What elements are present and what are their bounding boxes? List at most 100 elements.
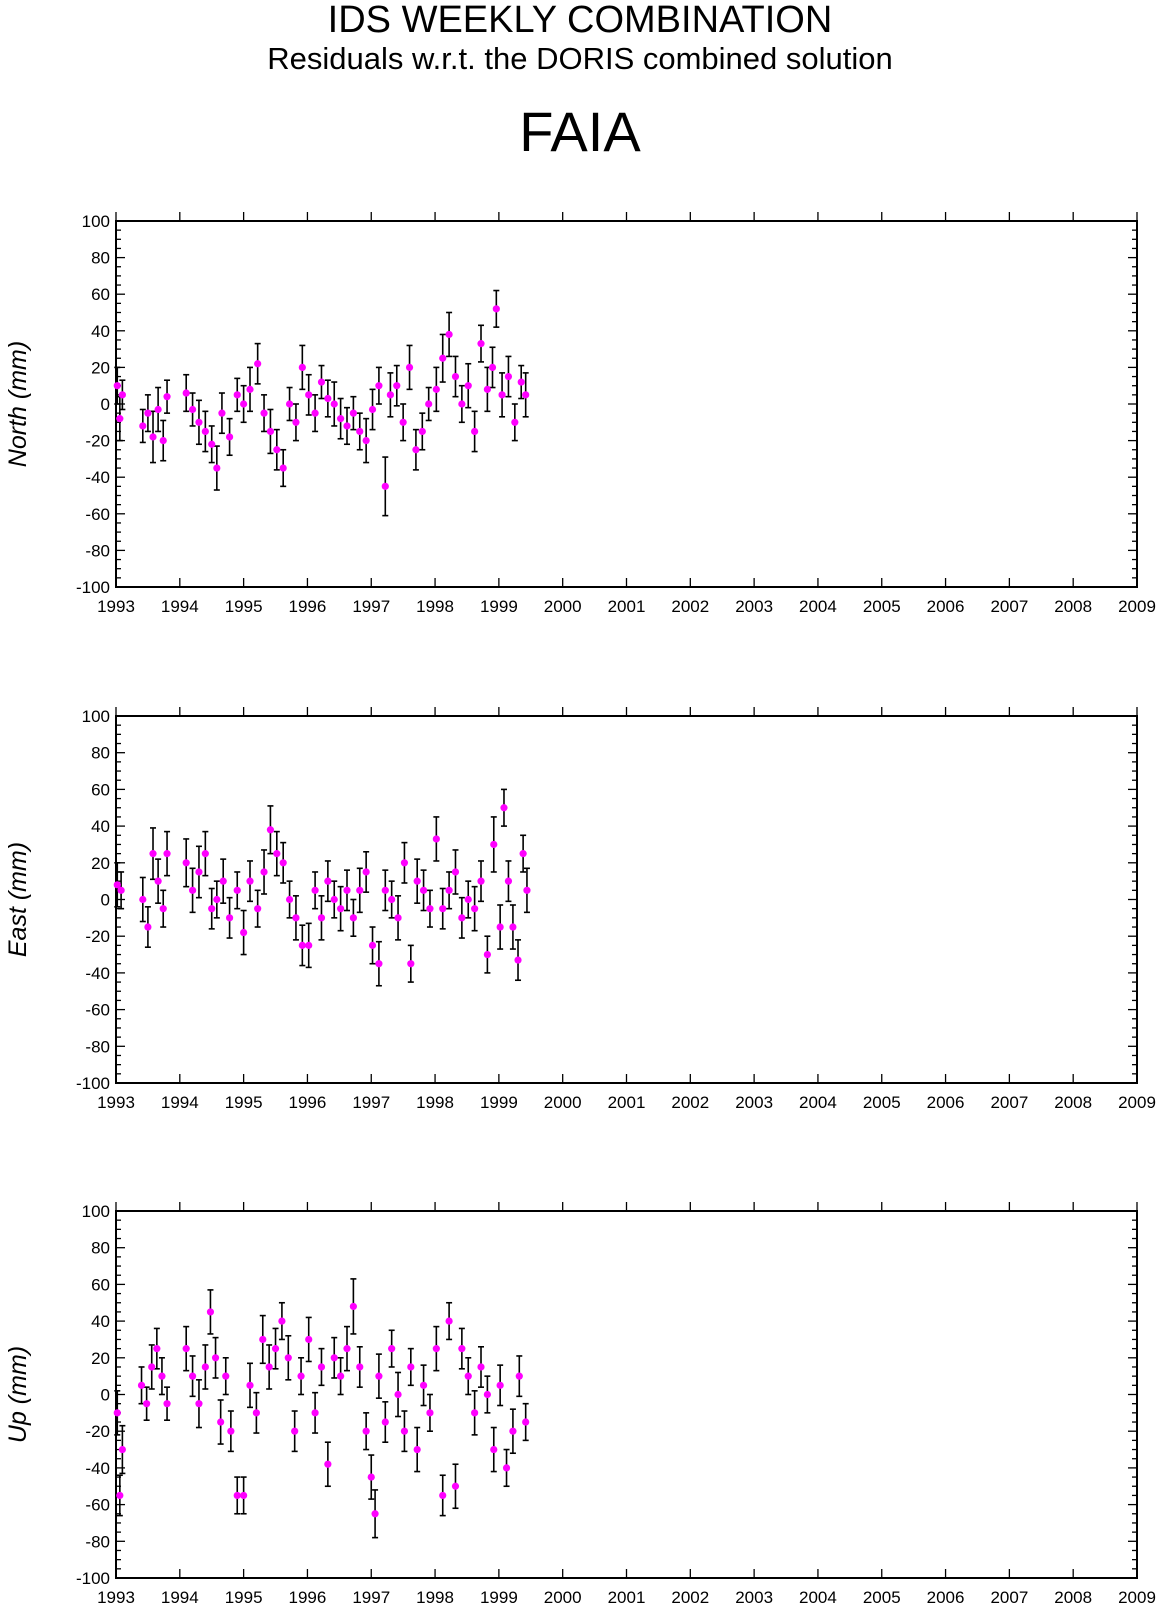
data-point xyxy=(458,400,466,408)
y-tick-label: -100 xyxy=(76,1569,110,1588)
x-tick-label: 1997 xyxy=(352,1588,390,1607)
data-point xyxy=(225,433,234,441)
data-point xyxy=(488,363,497,371)
data-point xyxy=(492,305,500,313)
y-tick-label: 40 xyxy=(91,322,110,341)
y-tick-label: 100 xyxy=(82,212,110,231)
data-point xyxy=(509,1427,517,1435)
data-point xyxy=(213,464,221,472)
x-tick-label: 2007 xyxy=(990,597,1028,616)
y-tick-label: -80 xyxy=(85,1532,110,1551)
data-point xyxy=(219,877,227,885)
data-point xyxy=(311,1409,319,1417)
y-tick-label: -60 xyxy=(85,505,110,524)
x-tick-label: 2004 xyxy=(799,1093,837,1112)
data-point xyxy=(405,363,414,371)
x-tick-label: 1999 xyxy=(480,1093,518,1112)
data-point xyxy=(425,400,433,408)
x-tick-label: 2002 xyxy=(671,1588,709,1607)
data-point xyxy=(118,1445,126,1454)
data-point xyxy=(419,1381,428,1389)
data-point xyxy=(483,950,491,959)
data-point xyxy=(464,382,472,390)
data-point xyxy=(225,914,234,922)
data-point xyxy=(477,340,485,348)
data-point xyxy=(285,895,294,904)
data-point xyxy=(195,418,203,426)
x-tick-label: 2008 xyxy=(1054,1093,1092,1112)
data-point xyxy=(211,1354,220,1362)
data-point xyxy=(266,826,275,834)
data-point xyxy=(317,914,326,922)
data-point xyxy=(375,1372,383,1380)
data-point xyxy=(368,405,377,414)
data-point xyxy=(500,804,508,812)
data-point xyxy=(149,433,157,441)
data-point xyxy=(240,1491,248,1500)
x-tick-label: 1998 xyxy=(416,597,454,616)
data-point xyxy=(271,1345,280,1353)
y-tick-label: 40 xyxy=(91,817,110,836)
y-tick-label: -80 xyxy=(85,541,110,560)
data-point xyxy=(117,886,125,894)
x-tick-label: 2002 xyxy=(671,597,709,616)
y-tick-label: -100 xyxy=(76,1074,110,1093)
data-point xyxy=(218,409,226,417)
x-tick-label: 2004 xyxy=(799,1588,837,1607)
data-point xyxy=(362,1427,370,1435)
data-point xyxy=(432,385,440,393)
x-tick-label: 2007 xyxy=(990,1093,1028,1112)
data-point xyxy=(324,1460,332,1468)
data-point xyxy=(227,1427,235,1435)
data-point xyxy=(158,1372,166,1380)
data-point xyxy=(471,1409,479,1417)
y-tick-label: -20 xyxy=(85,927,110,946)
data-point xyxy=(413,1445,421,1454)
x-tick-label: 2003 xyxy=(735,597,773,616)
data-point xyxy=(413,877,421,885)
data-point xyxy=(113,1409,121,1417)
data-point xyxy=(113,382,121,390)
data-point xyxy=(240,400,248,408)
data-point xyxy=(483,385,491,393)
data-point xyxy=(298,363,306,371)
x-tick-label: 2005 xyxy=(863,597,901,616)
data-point xyxy=(496,923,504,931)
x-tick-label: 2006 xyxy=(927,1588,965,1607)
x-tick-label: 2000 xyxy=(544,1588,582,1607)
y-tick-label: -40 xyxy=(85,468,110,487)
data-point xyxy=(201,1363,209,1371)
data-point xyxy=(337,905,345,913)
data-point xyxy=(375,960,383,968)
y-tick-label: 20 xyxy=(91,854,110,873)
data-point xyxy=(182,389,190,397)
data-point xyxy=(305,941,313,949)
data-point xyxy=(367,1473,375,1481)
data-point xyxy=(317,1363,326,1371)
data-point xyxy=(451,868,460,876)
data-point xyxy=(240,928,248,937)
data-point xyxy=(386,391,394,399)
x-tick-label: 1999 xyxy=(480,597,518,616)
data-point xyxy=(356,1363,364,1371)
data-point xyxy=(509,923,517,931)
data-point xyxy=(195,868,203,876)
data-point xyxy=(399,418,407,426)
data-point xyxy=(137,1381,146,1389)
data-point xyxy=(118,391,126,399)
x-tick-label: 2004 xyxy=(799,597,837,616)
plot-frame xyxy=(115,220,1138,588)
data-point xyxy=(483,1390,491,1399)
data-point xyxy=(285,400,294,408)
data-point xyxy=(451,1482,460,1490)
y-tick-label: 20 xyxy=(91,1349,110,1368)
data-point xyxy=(445,330,453,339)
y-tick-label: 80 xyxy=(91,249,110,268)
data-point xyxy=(233,886,241,894)
data-point xyxy=(511,418,519,426)
plot-frame xyxy=(115,1210,1138,1579)
data-point xyxy=(317,378,326,386)
x-tick-label: 1993 xyxy=(97,1588,135,1607)
data-point xyxy=(504,877,513,885)
data-point xyxy=(445,886,453,894)
